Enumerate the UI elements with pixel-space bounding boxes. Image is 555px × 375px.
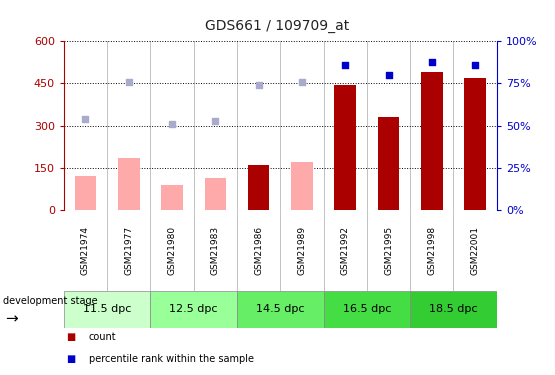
Point	[471, 62, 480, 68]
Text: 12.5 dpc: 12.5 dpc	[169, 304, 218, 314]
Text: GSM21995: GSM21995	[384, 226, 393, 275]
Text: 14.5 dpc: 14.5 dpc	[256, 304, 305, 314]
Text: GSM21983: GSM21983	[211, 226, 220, 275]
Bar	[291, 162, 313, 210]
Text: GSM22001: GSM22001	[471, 226, 480, 275]
Bar	[465, 78, 486, 210]
Bar	[162, 185, 183, 210]
Text: GSM21977: GSM21977	[124, 226, 133, 275]
Text: 11.5 dpc: 11.5 dpc	[83, 304, 132, 314]
Point	[124, 79, 133, 85]
Bar	[237, 291, 324, 328]
Bar	[248, 165, 270, 210]
Text: GSM21986: GSM21986	[254, 226, 263, 275]
Point	[427, 58, 436, 64]
Bar	[335, 85, 356, 210]
Bar	[150, 291, 237, 328]
Bar	[205, 178, 226, 210]
Text: GSM21974: GSM21974	[81, 226, 90, 275]
Point	[384, 72, 393, 78]
Text: ■: ■	[67, 332, 76, 342]
Bar	[118, 158, 140, 210]
Text: 18.5 dpc: 18.5 dpc	[429, 304, 478, 314]
Bar	[377, 117, 400, 210]
Text: GSM21980: GSM21980	[168, 226, 176, 275]
Text: ■: ■	[67, 354, 76, 364]
Point	[168, 121, 176, 127]
Point	[211, 118, 220, 124]
Point	[341, 62, 350, 68]
Bar	[64, 291, 150, 328]
Text: development stage: development stage	[3, 296, 97, 306]
Text: 16.5 dpc: 16.5 dpc	[342, 304, 391, 314]
Bar	[410, 291, 497, 328]
Bar	[74, 176, 97, 210]
Text: GDS661 / 109709_at: GDS661 / 109709_at	[205, 19, 350, 33]
Point	[81, 116, 90, 122]
Point	[297, 79, 306, 85]
Text: GSM21989: GSM21989	[297, 226, 306, 275]
Text: GSM21998: GSM21998	[427, 226, 436, 275]
Point	[254, 82, 263, 88]
Bar	[421, 72, 443, 210]
Bar	[324, 291, 410, 328]
Text: →: →	[6, 311, 18, 326]
Text: GSM21992: GSM21992	[341, 226, 350, 275]
Text: percentile rank within the sample: percentile rank within the sample	[89, 354, 254, 364]
Text: count: count	[89, 332, 117, 342]
